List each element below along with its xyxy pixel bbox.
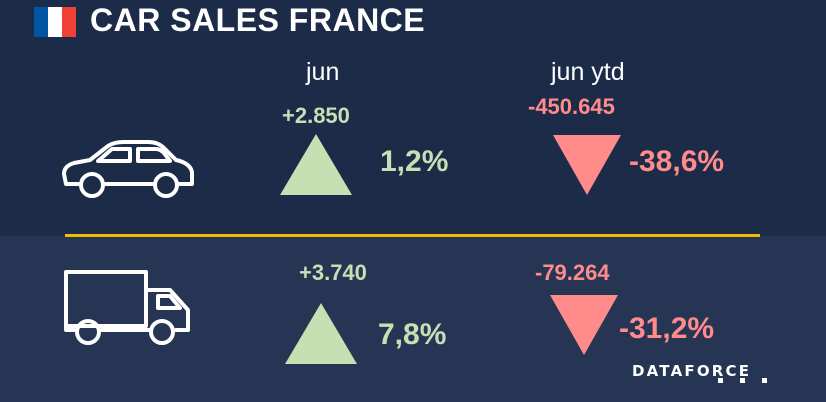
logo-dots-icon (718, 378, 767, 383)
page-title: CAR SALES FRANCE (90, 2, 426, 38)
column-header-month: jun (306, 58, 340, 86)
truck-month-absolute-change: +3.740 (299, 260, 367, 285)
truck-month-percent-change: 7,8% (378, 318, 447, 351)
row-divider (65, 234, 760, 237)
commercial-vehicle-panel (0, 236, 826, 402)
truck-ytd-absolute-change: -79.264 (535, 260, 610, 285)
car-ytd-percent-change: -38,6% (629, 145, 725, 178)
column-header-ytd: jun ytd (551, 58, 625, 86)
car-month-absolute-change: +2.850 (282, 103, 350, 128)
car-month-percent-change: 1,2% (380, 145, 449, 178)
france-flag-icon (34, 7, 76, 37)
dataforce-logo: DATAFORCE (632, 362, 752, 380)
truck-ytd-percent-change: -31,2% (619, 312, 715, 345)
passenger-car-panel (0, 0, 826, 236)
down-arrow-icon (553, 135, 621, 195)
up-arrow-icon (280, 134, 352, 195)
truck-icon (64, 270, 190, 345)
car-icon (62, 140, 194, 198)
down-arrow-icon (550, 295, 618, 355)
car-ytd-absolute-change: -450.645 (528, 94, 615, 119)
up-arrow-icon (285, 303, 357, 364)
